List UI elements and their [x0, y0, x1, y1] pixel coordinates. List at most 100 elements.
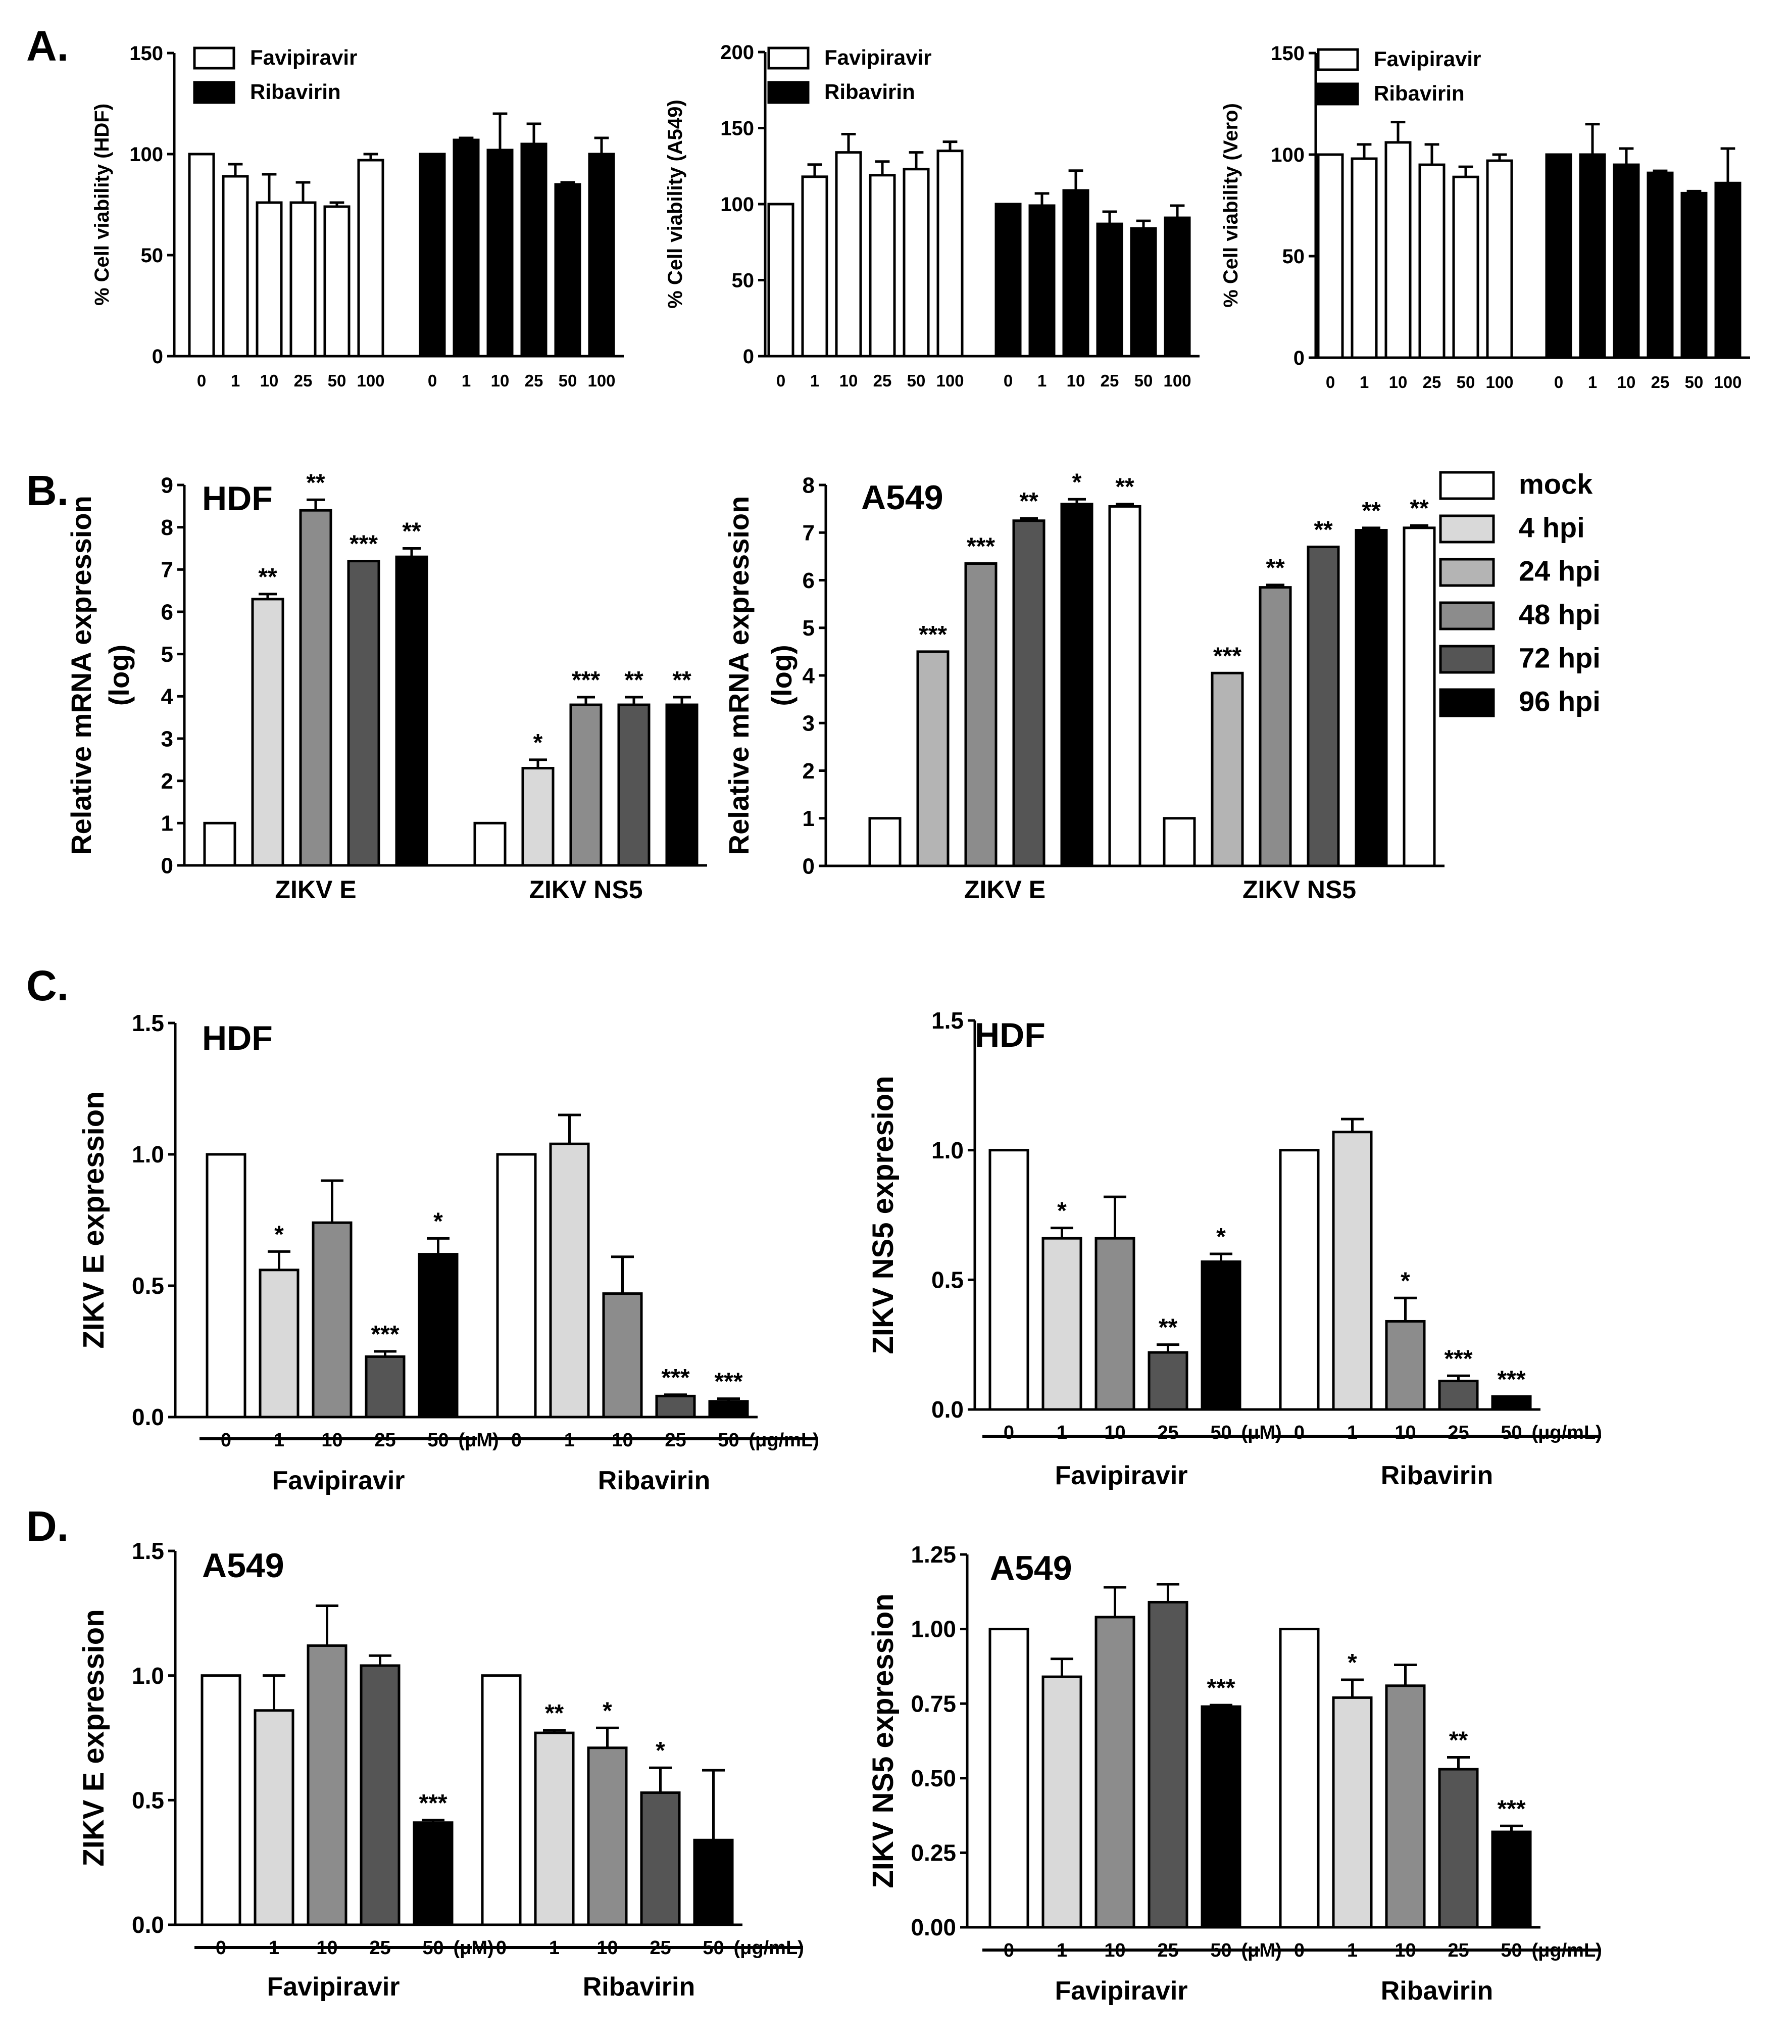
significance-label: **: [1019, 488, 1038, 515]
bar: [1096, 222, 1123, 358]
y-tick-label: 6: [161, 600, 173, 624]
legend-swatch: [193, 46, 235, 70]
bar: [903, 168, 930, 358]
group-label: Ribavirin: [1381, 1976, 1494, 2006]
bar: [520, 142, 547, 358]
x-tick-label: 100: [1485, 373, 1513, 392]
bar: [588, 153, 615, 358]
chart-title: HDF: [975, 1016, 1046, 1054]
x-tick-label: 0: [197, 371, 206, 390]
x-tick-label: 10: [1617, 373, 1636, 392]
x-tick-label: 100: [1714, 373, 1741, 392]
bar: [1094, 1237, 1135, 1411]
significance-label: ***: [1497, 1795, 1525, 1822]
y-tick-label: 2: [161, 769, 173, 794]
legend-label: Favipiravir: [250, 45, 357, 69]
bar: [1647, 171, 1674, 359]
bar: [1201, 1260, 1241, 1411]
bar: [201, 1674, 241, 1926]
bar: [1094, 1616, 1135, 1929]
y-tick-label: 0: [152, 346, 163, 368]
bar: [964, 562, 998, 867]
y-tick-label: 0: [161, 853, 173, 878]
significance-label: **: [545, 1700, 564, 1727]
bar: [1384, 141, 1412, 359]
bar: [1259, 586, 1292, 867]
bar: [299, 509, 332, 867]
group-label: ZIKV NS5: [529, 875, 642, 904]
bar: [1307, 546, 1340, 867]
x-tick-label: 0: [776, 371, 785, 390]
x-tick-label: 10: [1067, 371, 1085, 390]
significance-label: *: [533, 729, 543, 756]
bar: [256, 201, 283, 358]
group-label: ZIKV E: [275, 875, 356, 904]
significance-label: ***: [1497, 1366, 1525, 1393]
bar: [569, 703, 603, 867]
group-label: Favipiravir: [267, 1972, 400, 2002]
bar: [1332, 1131, 1373, 1411]
bar: [549, 1142, 590, 1419]
y-tick-label: 2: [803, 759, 815, 784]
significance-label: ***: [661, 1365, 689, 1391]
bar: [1545, 153, 1572, 359]
group-label: ZIKV E: [964, 875, 1046, 904]
significance-label: ***: [1213, 643, 1241, 669]
bar: [254, 1709, 294, 1926]
bar: [767, 203, 794, 358]
bar: [1279, 1628, 1320, 1929]
chart-b2: 0 1 2 3 4 5 6 7 8 Relative mRNA expression (log) A5…: [723, 468, 1601, 904]
bar: [988, 1149, 1029, 1411]
y-axis-label: Relative mRNA expression: [723, 496, 755, 855]
significance-label: **: [1266, 555, 1285, 581]
x-tick-label: 1: [1037, 371, 1047, 390]
significance-label: *: [433, 1208, 443, 1235]
y-tick-label: 8: [161, 515, 173, 540]
group-label: Favipiravir: [1055, 1461, 1187, 1490]
bar: [1613, 163, 1640, 359]
bar: [289, 201, 317, 358]
x-tick-label: 10: [491, 371, 510, 390]
y-axis-label: ZIKV NS5 expression: [867, 1593, 900, 1888]
y-tick-label: 1.5: [931, 1007, 964, 1034]
legend-label: Ribavirin: [250, 80, 341, 104]
bar: [1201, 1705, 1241, 1929]
significance-label: **: [1410, 495, 1429, 522]
x-tick-label: 25: [1157, 1422, 1178, 1443]
x-tick-label: 1: [1347, 1422, 1358, 1443]
bar: [602, 1292, 643, 1419]
bar: [869, 174, 896, 358]
bar: [1491, 1830, 1532, 1929]
bar: [1491, 1395, 1532, 1411]
y-tick-label: 1.25: [911, 1541, 956, 1568]
x-tick-label: 1: [1588, 373, 1597, 392]
x-tick-label: 1: [810, 371, 819, 390]
y-tick-label: 8: [803, 473, 815, 498]
legend-label: 4 hpi: [1519, 512, 1585, 544]
legend-label: Favipiravir: [1374, 47, 1481, 71]
bar: [473, 821, 507, 867]
x-tick-label: 10: [1389, 373, 1408, 392]
legend-label: 72 hpi: [1519, 642, 1601, 674]
bar: [1148, 1600, 1188, 1929]
bar: [453, 138, 480, 358]
x-tick-label: 25: [1101, 371, 1119, 390]
significance-label: *: [1216, 1224, 1226, 1250]
bar: [1012, 519, 1046, 867]
bar: [1452, 175, 1479, 359]
significance-label: ***: [1444, 1345, 1472, 1372]
x-tick-label: 0: [1004, 371, 1013, 390]
bar: [1486, 159, 1513, 359]
bar: [554, 183, 581, 358]
x-tick-label: 50: [1457, 373, 1475, 392]
x-tick-label: 50: [1501, 1422, 1522, 1443]
bar: [1041, 1237, 1082, 1411]
bar: [640, 1791, 681, 1926]
bar: [1279, 1149, 1320, 1411]
bar: [534, 1731, 575, 1926]
bar: [1164, 216, 1191, 358]
significance-label: **: [672, 667, 691, 694]
group-label: Favipiravir: [1055, 1976, 1187, 2006]
